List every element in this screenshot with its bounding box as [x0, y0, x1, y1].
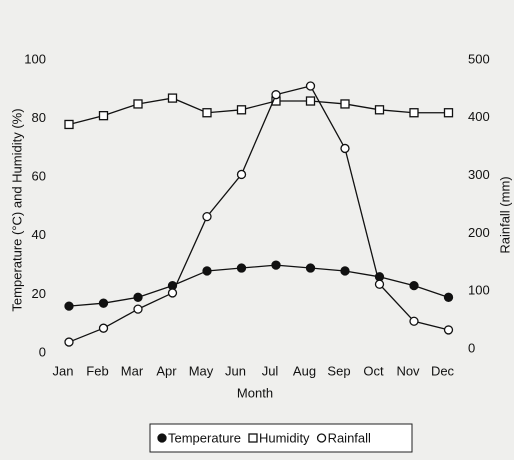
- x-tick-label: Apr: [156, 363, 177, 378]
- series-line: [68, 264, 449, 307]
- data-point: [236, 105, 247, 115]
- x-tick-label: Nov: [396, 363, 420, 378]
- series-line: [68, 97, 449, 126]
- data-point: [167, 288, 178, 298]
- legend-label: Humidity: [259, 430, 310, 445]
- data-point: [443, 325, 454, 335]
- data-point: [202, 108, 212, 118]
- data-point: [271, 90, 281, 100]
- x-tick-label: Jun: [225, 363, 246, 378]
- x-tick-label: Feb: [86, 363, 108, 378]
- legend-label: Rainfall: [328, 430, 371, 445]
- data-point: [305, 81, 316, 91]
- data-point: [443, 108, 454, 118]
- data-point: [64, 119, 74, 130]
- legend-marker: [248, 433, 258, 443]
- data-point: [409, 108, 419, 118]
- y2-tick-label: 400: [468, 109, 490, 124]
- data-point: [374, 279, 385, 289]
- data-point: [133, 292, 143, 302]
- y2-axis-title: Rainfall (mm): [497, 176, 512, 253]
- y2-tick-label: 0: [468, 340, 475, 355]
- y-tick-label: 80: [32, 110, 46, 125]
- data-point: [340, 99, 350, 109]
- x-tick-label: Jan: [53, 363, 74, 378]
- data-point: [167, 93, 178, 103]
- data-point: [305, 263, 316, 273]
- y-tick-label: 60: [32, 169, 46, 184]
- x-tick-label: Aug: [293, 363, 316, 378]
- y-tick-label: 0: [39, 344, 46, 359]
- data-point: [202, 211, 212, 222]
- data-point: [98, 298, 109, 308]
- x-tick-label: Dec: [431, 363, 455, 378]
- x-tick-label: Jul: [262, 363, 279, 378]
- x-tick-label: May: [189, 363, 214, 378]
- data-point: [98, 323, 109, 333]
- data-point: [374, 105, 385, 115]
- y-tick-label: 100: [24, 51, 46, 66]
- y2-tick-label: 100: [468, 283, 490, 298]
- data-point: [236, 169, 247, 180]
- data-point: [340, 266, 350, 276]
- data-point: [236, 263, 247, 273]
- data-point: [202, 266, 212, 276]
- data-point: [98, 111, 109, 121]
- legend-marker: [157, 433, 167, 443]
- data-point: [409, 316, 419, 326]
- y2-tick-label: 200: [468, 225, 490, 240]
- data-point: [271, 260, 281, 270]
- data-point: [305, 96, 316, 106]
- data-point: [133, 304, 143, 314]
- y-tick-label: 40: [32, 227, 46, 242]
- y2-tick-label: 500: [468, 51, 490, 66]
- legend-label: Temperature: [168, 430, 241, 445]
- legend-marker: [316, 433, 327, 443]
- x-axis-title: Month: [237, 385, 273, 400]
- y-tick-label: 20: [32, 286, 46, 301]
- x-tick-label: Mar: [121, 363, 144, 378]
- legend-box: [149, 423, 413, 453]
- data-point: [340, 143, 350, 154]
- y2-tick-label: 300: [468, 167, 490, 182]
- series-line: [68, 85, 449, 343]
- x-tick-label: Oct: [363, 363, 384, 378]
- data-point: [64, 337, 74, 347]
- y-axis-title: Temperature (°C) and Humidity (%): [9, 108, 24, 311]
- data-point: [409, 280, 419, 291]
- data-point: [443, 292, 454, 302]
- data-point: [64, 301, 74, 311]
- x-tick-label: Sep: [327, 363, 350, 378]
- data-point: [133, 99, 143, 109]
